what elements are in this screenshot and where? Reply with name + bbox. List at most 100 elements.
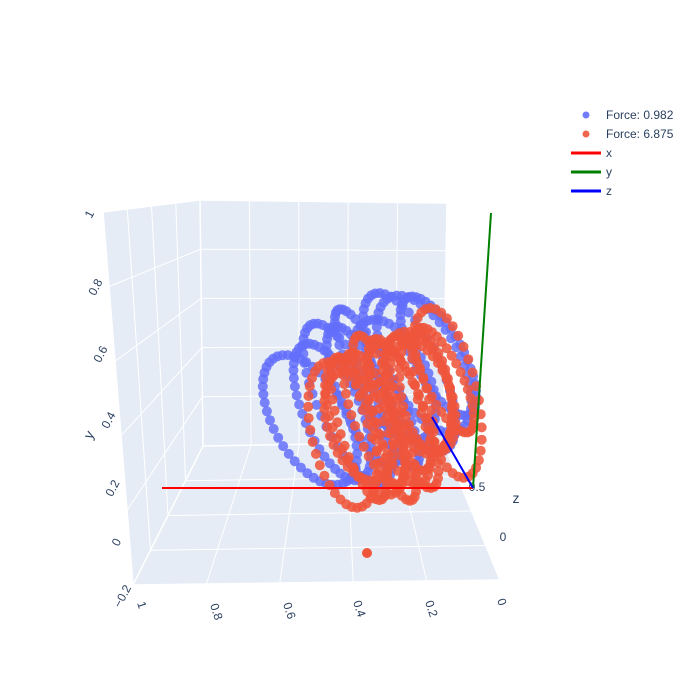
grid-line xyxy=(150,545,486,551)
grid-line xyxy=(175,202,186,481)
point-force-6-875 xyxy=(319,470,330,481)
legend[interactable]: Force: 0.982 Force: 6.875 xyz xyxy=(571,108,674,198)
point-force-6-875 xyxy=(475,445,486,456)
point-force-6-875 xyxy=(418,374,429,385)
point-force-6-875 xyxy=(303,391,314,401)
y-tick-label: 0.4 xyxy=(98,409,118,431)
point-force-0-982 xyxy=(268,424,279,434)
point-force-6-875 xyxy=(385,405,395,416)
reference-lines xyxy=(162,212,492,489)
point-force-6-875 xyxy=(392,465,403,476)
point-force-6-875 xyxy=(382,468,393,479)
point-force-6-875 xyxy=(426,391,437,402)
y-axis-title: y xyxy=(80,428,97,442)
legend-marker xyxy=(582,130,590,138)
point-force-0-982 xyxy=(358,319,369,330)
point-force-6-875 xyxy=(388,415,399,426)
y-tick-label: 0.8 xyxy=(85,276,105,298)
grid-line xyxy=(126,208,151,551)
point-force-6-875 xyxy=(453,330,464,341)
point-force-0-982 xyxy=(261,406,272,417)
ref-line-y xyxy=(472,212,492,489)
point-force-6-875 xyxy=(366,405,376,416)
point-force-6-875 xyxy=(362,548,372,558)
point-force-6-875 xyxy=(378,357,389,367)
point-force-0-982 xyxy=(311,399,322,410)
point-force-6-875 xyxy=(342,454,353,465)
point-force-6-875 xyxy=(378,375,389,386)
point-force-6-875 xyxy=(362,479,372,490)
point-force-6-875 xyxy=(363,451,374,462)
point-force-6-875 xyxy=(363,359,374,369)
point-force-6-875 xyxy=(354,431,365,442)
point-force-6-875 xyxy=(465,392,476,403)
pane-edge xyxy=(132,579,501,586)
point-force-6-875 xyxy=(349,366,360,377)
legend-item[interactable]: Force: 6.875 xyxy=(582,127,674,141)
point-force-6-875 xyxy=(377,439,388,450)
point-force-6-875 xyxy=(354,391,365,402)
x-tick-label: 0.6 xyxy=(280,601,299,622)
point-force-6-875 xyxy=(377,366,388,377)
point-force-0-982 xyxy=(294,399,305,410)
x-tick-label: 1 xyxy=(134,600,149,611)
point-force-6-875 xyxy=(373,466,384,477)
point-force-6-875 xyxy=(442,373,453,384)
point-force-6-875 xyxy=(381,396,392,406)
point-force-6-875 xyxy=(310,448,321,459)
x-tick-label: 0.2 xyxy=(422,599,441,620)
point-force-6-875 xyxy=(436,406,447,417)
point-force-6-875 xyxy=(446,350,457,361)
point-force-6-875 xyxy=(379,385,390,396)
point-force-6-875 xyxy=(398,401,409,412)
point-force-6-875 xyxy=(368,459,379,470)
point-force-6-875 xyxy=(473,455,484,466)
grid-line xyxy=(167,510,472,516)
y-tick-label: 0.2 xyxy=(102,477,122,499)
point-force-0-982 xyxy=(298,348,309,359)
point-force-0-982 xyxy=(258,389,269,400)
point-force-6-875 xyxy=(327,422,338,433)
grid-line xyxy=(151,205,169,516)
point-force-6-875 xyxy=(433,348,444,358)
point-force-6-875 xyxy=(401,410,411,421)
point-force-0-982 xyxy=(295,462,306,473)
point-force-6-875 xyxy=(304,381,315,392)
point-force-6-875 xyxy=(377,457,387,468)
legend-item[interactable]: y xyxy=(571,165,612,179)
point-force-6-875 xyxy=(370,391,381,402)
point-force-0-982 xyxy=(265,415,275,426)
point-force-0-982 xyxy=(334,340,345,350)
point-force-6-875 xyxy=(455,367,466,378)
point-force-6-875 xyxy=(387,458,398,469)
point-force-6-875 xyxy=(320,389,331,400)
point-force-0-982 xyxy=(278,441,289,452)
x-tick-label: 0.8 xyxy=(207,602,226,623)
point-force-6-875 xyxy=(441,462,452,473)
point-force-6-875 xyxy=(305,425,316,435)
legend-item[interactable]: z xyxy=(571,184,612,198)
point-force-6-875 xyxy=(410,380,420,391)
legend-label: y xyxy=(606,165,612,179)
point-force-6-875 xyxy=(384,365,395,376)
point-force-6-875 xyxy=(437,355,448,366)
legend-item[interactable]: x xyxy=(571,146,612,160)
point-force-0-982 xyxy=(352,448,363,459)
point-force-0-982 xyxy=(299,357,310,368)
point-force-6-875 xyxy=(476,434,487,445)
x-tick-label: 0 xyxy=(494,597,509,608)
point-force-6-875 xyxy=(387,477,398,488)
point-force-0-982 xyxy=(289,456,300,467)
point-force-6-875 xyxy=(458,341,469,352)
point-force-6-875 xyxy=(303,413,314,424)
point-force-0-982 xyxy=(324,458,335,469)
legend-label: z xyxy=(606,184,612,198)
y-tick-label: 0.6 xyxy=(90,343,110,365)
legend-item[interactable]: Force: 0.982 xyxy=(582,108,674,122)
point-force-6-875 xyxy=(447,321,458,332)
legend-label: Force: 6.875 xyxy=(606,127,674,141)
point-force-0-982 xyxy=(319,451,330,462)
point-force-6-875 xyxy=(402,450,412,461)
point-force-0-982 xyxy=(403,307,414,318)
